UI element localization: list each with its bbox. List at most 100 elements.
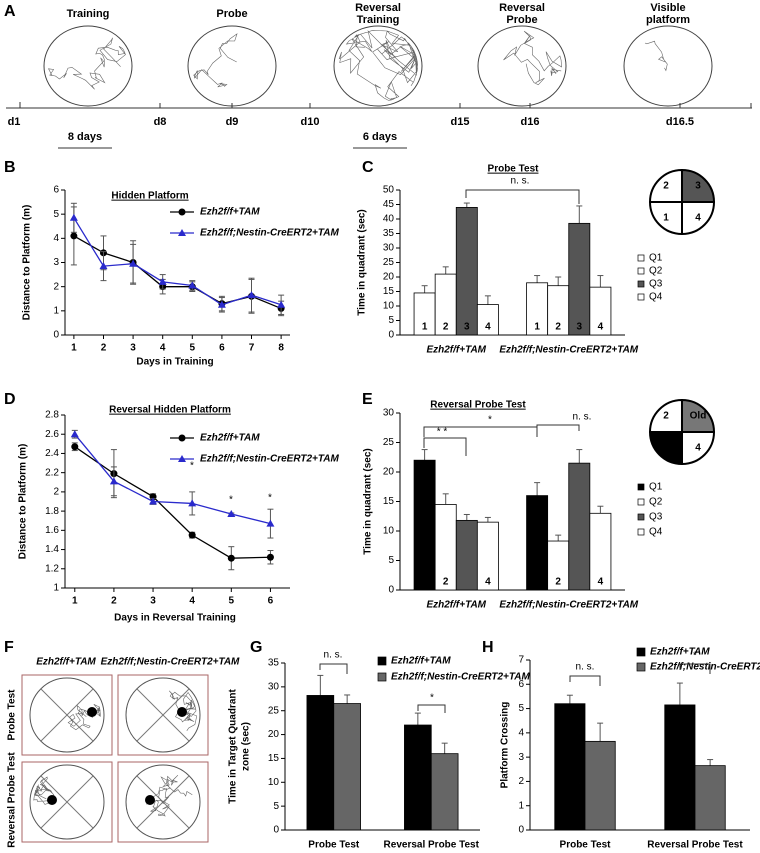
bar-label: 1	[534, 322, 540, 333]
x-tick-label: Reversal Probe Test	[647, 840, 743, 851]
y-tick-label: 0	[53, 330, 59, 341]
y-tick-label: 5	[388, 315, 394, 326]
line	[74, 433, 271, 525]
marker	[266, 553, 274, 561]
trajectory	[47, 37, 126, 90]
y-tick-label: 30	[383, 408, 395, 419]
duration-label: 8 days	[68, 131, 102, 143]
y-tick-label: 6	[518, 679, 524, 690]
marker	[188, 531, 196, 539]
bar	[476, 521, 499, 591]
panel-letter: D	[4, 391, 16, 408]
legend-label: Ezh2f/f+TAM	[200, 433, 260, 444]
legend-marker	[178, 434, 186, 442]
y-tick-label: 3	[53, 257, 59, 268]
stage-label: Probe	[506, 14, 537, 26]
trajectory	[168, 690, 198, 731]
y-tick-label: 45	[383, 199, 395, 210]
bar	[306, 695, 335, 831]
y-tick-label: 0	[388, 585, 394, 596]
legend-label: Q3	[649, 512, 663, 523]
chart-title: Hidden Platform	[111, 191, 188, 202]
y-tick-label: 1.8	[45, 506, 59, 517]
bar	[568, 462, 591, 591]
y-axis-label: zone (sec)	[241, 722, 252, 771]
annotation: *	[229, 495, 233, 506]
y-tick-label: 35	[268, 658, 280, 669]
quadrant	[648, 398, 683, 433]
trajectory	[33, 776, 56, 805]
quadrant-divider	[136, 688, 190, 742]
stage-label: platform	[646, 14, 690, 26]
bar	[526, 495, 549, 591]
legend-marker	[178, 208, 186, 216]
stage-label: Reversal	[499, 2, 545, 14]
significance-bracket	[417, 704, 446, 713]
pool	[43, 25, 133, 107]
trajectory	[67, 704, 101, 731]
y-tick-label: 1.6	[45, 525, 59, 536]
stage-label: Training	[67, 8, 110, 20]
marker	[70, 430, 79, 438]
legend-swatch	[637, 254, 645, 262]
day-label: d15	[451, 116, 470, 128]
annotation: n. s.	[576, 662, 595, 673]
bar-label: 3	[464, 322, 470, 333]
bar-label: 4	[485, 577, 491, 588]
quadrant-label: New	[656, 443, 677, 454]
stage-label: Visible	[650, 2, 685, 14]
platform	[47, 795, 57, 805]
bar	[404, 724, 432, 831]
marker	[227, 554, 235, 562]
line	[73, 235, 282, 310]
annotation: *	[693, 651, 697, 662]
bar	[664, 704, 696, 831]
significance-bracket	[423, 426, 538, 437]
panel-letter: B	[4, 159, 16, 176]
bar	[694, 765, 726, 831]
legend-swatch	[637, 498, 645, 506]
quadrant	[648, 431, 683, 466]
quadrant-label: 2	[663, 181, 669, 192]
quadrant-label: Old	[690, 411, 707, 422]
legend-label: Q1	[649, 253, 663, 264]
y-tick-label: 2	[518, 776, 524, 787]
day-label: d9	[226, 116, 239, 128]
y-tick-label: 5	[518, 703, 524, 714]
annotation: *	[488, 415, 492, 426]
bar	[455, 206, 478, 336]
legend-swatch	[637, 267, 645, 275]
y-tick-label: 20	[383, 467, 395, 478]
y-tick-label: 20	[268, 729, 280, 740]
day-label: d1	[8, 116, 21, 128]
significance-bracket	[465, 189, 580, 204]
y-tick-label: 35	[383, 228, 395, 239]
platform	[177, 707, 187, 717]
annotation: n. s.	[511, 176, 530, 187]
marker	[217, 300, 226, 308]
marker	[188, 499, 197, 507]
legend-swatch	[636, 647, 646, 657]
y-tick-label: 15	[383, 286, 395, 297]
y-tick-label: 25	[383, 257, 395, 268]
y-tick-label: 10	[383, 526, 395, 537]
x-tick-label: 3	[130, 343, 136, 354]
panel-letter: H	[482, 639, 494, 656]
quadrant-label: 1	[663, 213, 669, 224]
legend-swatch	[637, 293, 645, 301]
y-tick-label: 30	[268, 681, 280, 692]
pool	[125, 677, 201, 753]
marker	[109, 477, 118, 485]
bar	[476, 304, 499, 336]
chart-title: Probe Test	[488, 164, 540, 175]
duration-label: 6 days	[363, 131, 397, 143]
y-tick-label: 25	[383, 437, 395, 448]
marker	[71, 443, 79, 451]
y-axis-label: Time in quadrant (sec)	[363, 448, 374, 555]
significance-bracket	[319, 663, 348, 674]
legend-swatch	[637, 483, 645, 491]
row-label: Reversal Probe Test	[7, 752, 18, 848]
y-tick-label: 0	[518, 825, 524, 836]
bar-label: 2	[443, 577, 449, 588]
